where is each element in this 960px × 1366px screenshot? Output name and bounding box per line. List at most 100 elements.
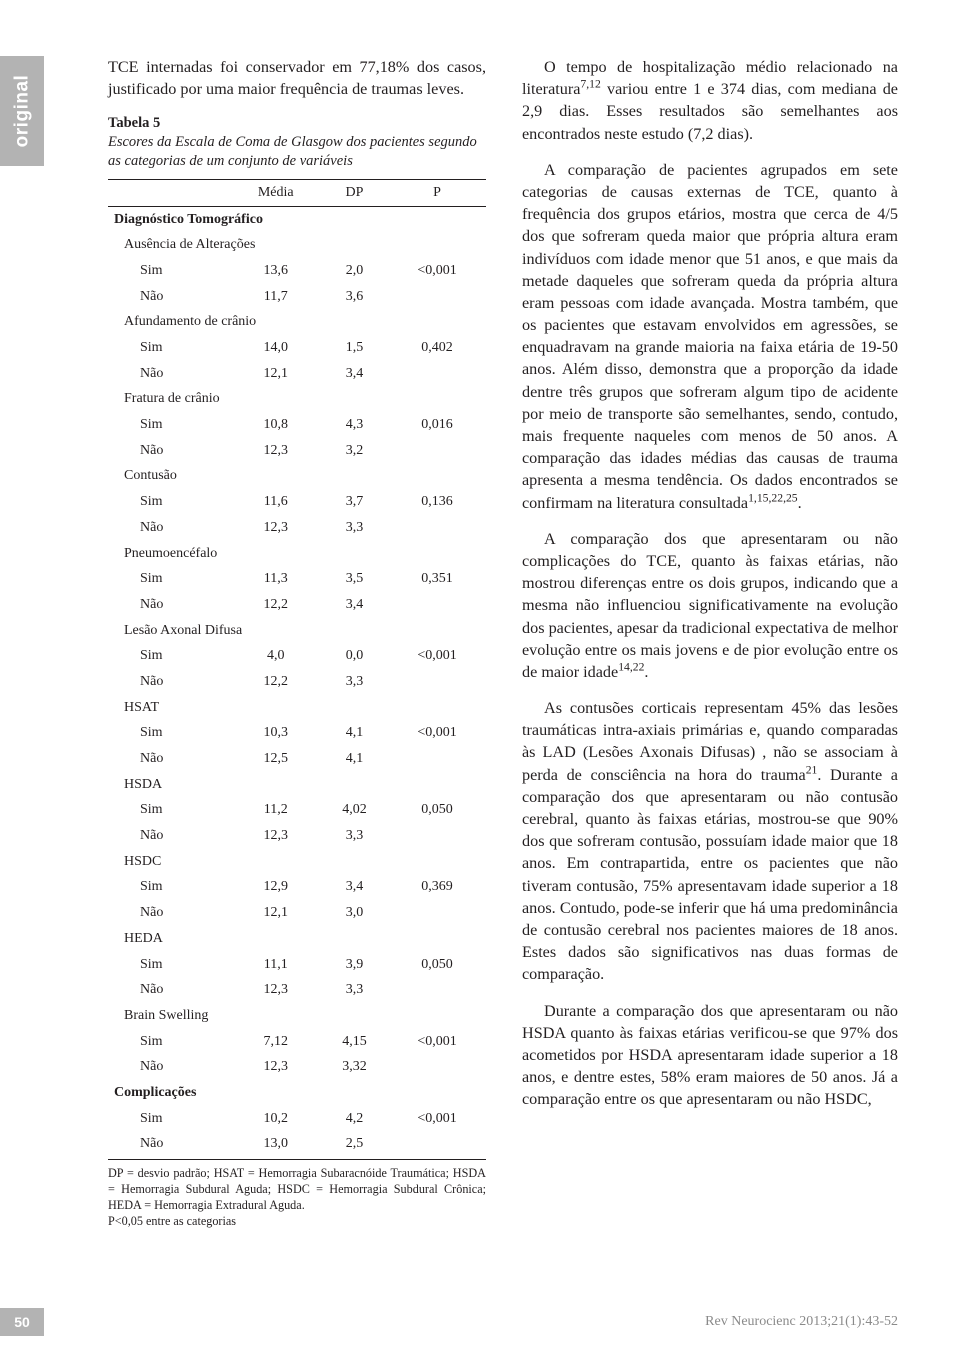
table-row: Não12,33,3	[108, 823, 486, 849]
value-label: Sim	[108, 1029, 231, 1055]
value-dp: 2,5	[321, 1131, 388, 1159]
value-dp: 3,5	[321, 566, 388, 592]
value-label: Não	[108, 438, 231, 464]
value-dp: 4,3	[321, 412, 388, 438]
table-row: Sim11,33,50,351	[108, 566, 486, 592]
value-label: Não	[108, 746, 231, 772]
table5-footnote: DP = desvio padrão; HSAT = Hemorragia Su…	[108, 1166, 486, 1229]
th-p: P	[388, 179, 486, 206]
table-caption: Escores da Escala de Coma de Glasgow dos…	[108, 134, 477, 169]
table-row: Lesão Axonal Difusa	[108, 618, 486, 644]
value-media: 12,5	[231, 746, 321, 772]
value-p	[388, 515, 486, 541]
right-p3: A comparação dos que apresentaram ou não…	[522, 528, 898, 683]
value-p	[388, 977, 486, 1003]
value-dp: 4,15	[321, 1029, 388, 1055]
table-row: Sim4,00,0<0,001	[108, 643, 486, 669]
table-row: Não12,54,1	[108, 746, 486, 772]
right-p5: Durante a comparação dos que apresentara…	[522, 1000, 898, 1111]
subcategory-label: Afundamento de crânio	[108, 309, 486, 335]
value-media: 12,1	[231, 900, 321, 926]
value-media: 11,7	[231, 284, 321, 310]
value-p: <0,001	[388, 643, 486, 669]
value-dp: 1,5	[321, 335, 388, 361]
value-p	[388, 284, 486, 310]
th-media: Média	[231, 179, 321, 206]
table-row: HSDA	[108, 772, 486, 798]
value-dp: 3,9	[321, 952, 388, 978]
value-p	[388, 361, 486, 387]
value-label: Não	[108, 977, 231, 1003]
value-media: 10,2	[231, 1106, 321, 1132]
table-row: Não13,02,5	[108, 1131, 486, 1159]
th-dp: DP	[321, 179, 388, 206]
value-media: 10,3	[231, 720, 321, 746]
page-number: 50	[0, 1308, 44, 1336]
table-row: Não12,13,4	[108, 361, 486, 387]
value-dp: 3,7	[321, 489, 388, 515]
value-p	[388, 592, 486, 618]
value-p	[388, 1054, 486, 1080]
table-row: Ausência de Alterações	[108, 232, 486, 258]
value-dp: 2,0	[321, 258, 388, 284]
table5: Média DP P Diagnóstico TomográficoAusênc…	[108, 179, 486, 1160]
table-row: Fratura de crânio	[108, 386, 486, 412]
footnote-text2: P<0,05 entre as categorias	[108, 1214, 236, 1228]
value-label: Não	[108, 284, 231, 310]
value-p: 0,016	[388, 412, 486, 438]
value-label: Não	[108, 361, 231, 387]
value-dp: 4,02	[321, 797, 388, 823]
value-label: Sim	[108, 566, 231, 592]
value-p: <0,001	[388, 1029, 486, 1055]
value-dp: 3,4	[321, 874, 388, 900]
value-p	[388, 1131, 486, 1159]
value-label: Sim	[108, 797, 231, 823]
table-row: Sim11,63,70,136	[108, 489, 486, 515]
value-dp: 3,4	[321, 361, 388, 387]
subcategory-label: HSDA	[108, 772, 486, 798]
table-row: HSAT	[108, 695, 486, 721]
category-label: Diagnóstico Tomográfico	[108, 206, 486, 232]
value-media: 12,3	[231, 515, 321, 541]
table-row: Sim14,01,50,402	[108, 335, 486, 361]
subcategory-label: HEDA	[108, 926, 486, 952]
value-p: 0,369	[388, 874, 486, 900]
value-label: Sim	[108, 335, 231, 361]
value-dp: 3,4	[321, 592, 388, 618]
value-label: Não	[108, 669, 231, 695]
footnote-text: DP = desvio padrão; HSAT = Hemorragia Su…	[108, 1166, 486, 1212]
value-media: 12,3	[231, 977, 321, 1003]
table-row: Sim10,34,1<0,001	[108, 720, 486, 746]
value-media: 11,6	[231, 489, 321, 515]
table-row: Contusão	[108, 463, 486, 489]
value-dp: 3,3	[321, 823, 388, 849]
value-label: Não	[108, 900, 231, 926]
side-tab: original	[0, 56, 44, 166]
value-label: Sim	[108, 489, 231, 515]
footer-citation: Rev Neurocienc 2013;21(1):43-52	[705, 1314, 898, 1330]
value-media: 12,2	[231, 592, 321, 618]
value-dp: 3,3	[321, 515, 388, 541]
value-dp: 3,32	[321, 1054, 388, 1080]
table-row: Sim12,93,40,369	[108, 874, 486, 900]
value-media: 4,0	[231, 643, 321, 669]
value-p: 0,050	[388, 952, 486, 978]
value-media: 11,2	[231, 797, 321, 823]
value-label: Não	[108, 592, 231, 618]
table-row: Não12,23,4	[108, 592, 486, 618]
value-p: 0,351	[388, 566, 486, 592]
table-row: HSDC	[108, 849, 486, 875]
table-row: Afundamento de crânio	[108, 309, 486, 335]
value-media: 13,0	[231, 1131, 321, 1159]
table-row: Pneumoencéfalo	[108, 541, 486, 567]
value-label: Sim	[108, 1106, 231, 1132]
right-p1: O tempo de hospitalização médio relacion…	[522, 56, 898, 145]
value-dp: 3,3	[321, 977, 388, 1003]
table-number: Tabela 5	[108, 115, 160, 131]
table-row: Não12,33,3	[108, 515, 486, 541]
table-row: Complicações	[108, 1080, 486, 1106]
subcategory-label: HSDC	[108, 849, 486, 875]
table-row: HEDA	[108, 926, 486, 952]
value-p: 0,402	[388, 335, 486, 361]
value-p: <0,001	[388, 258, 486, 284]
